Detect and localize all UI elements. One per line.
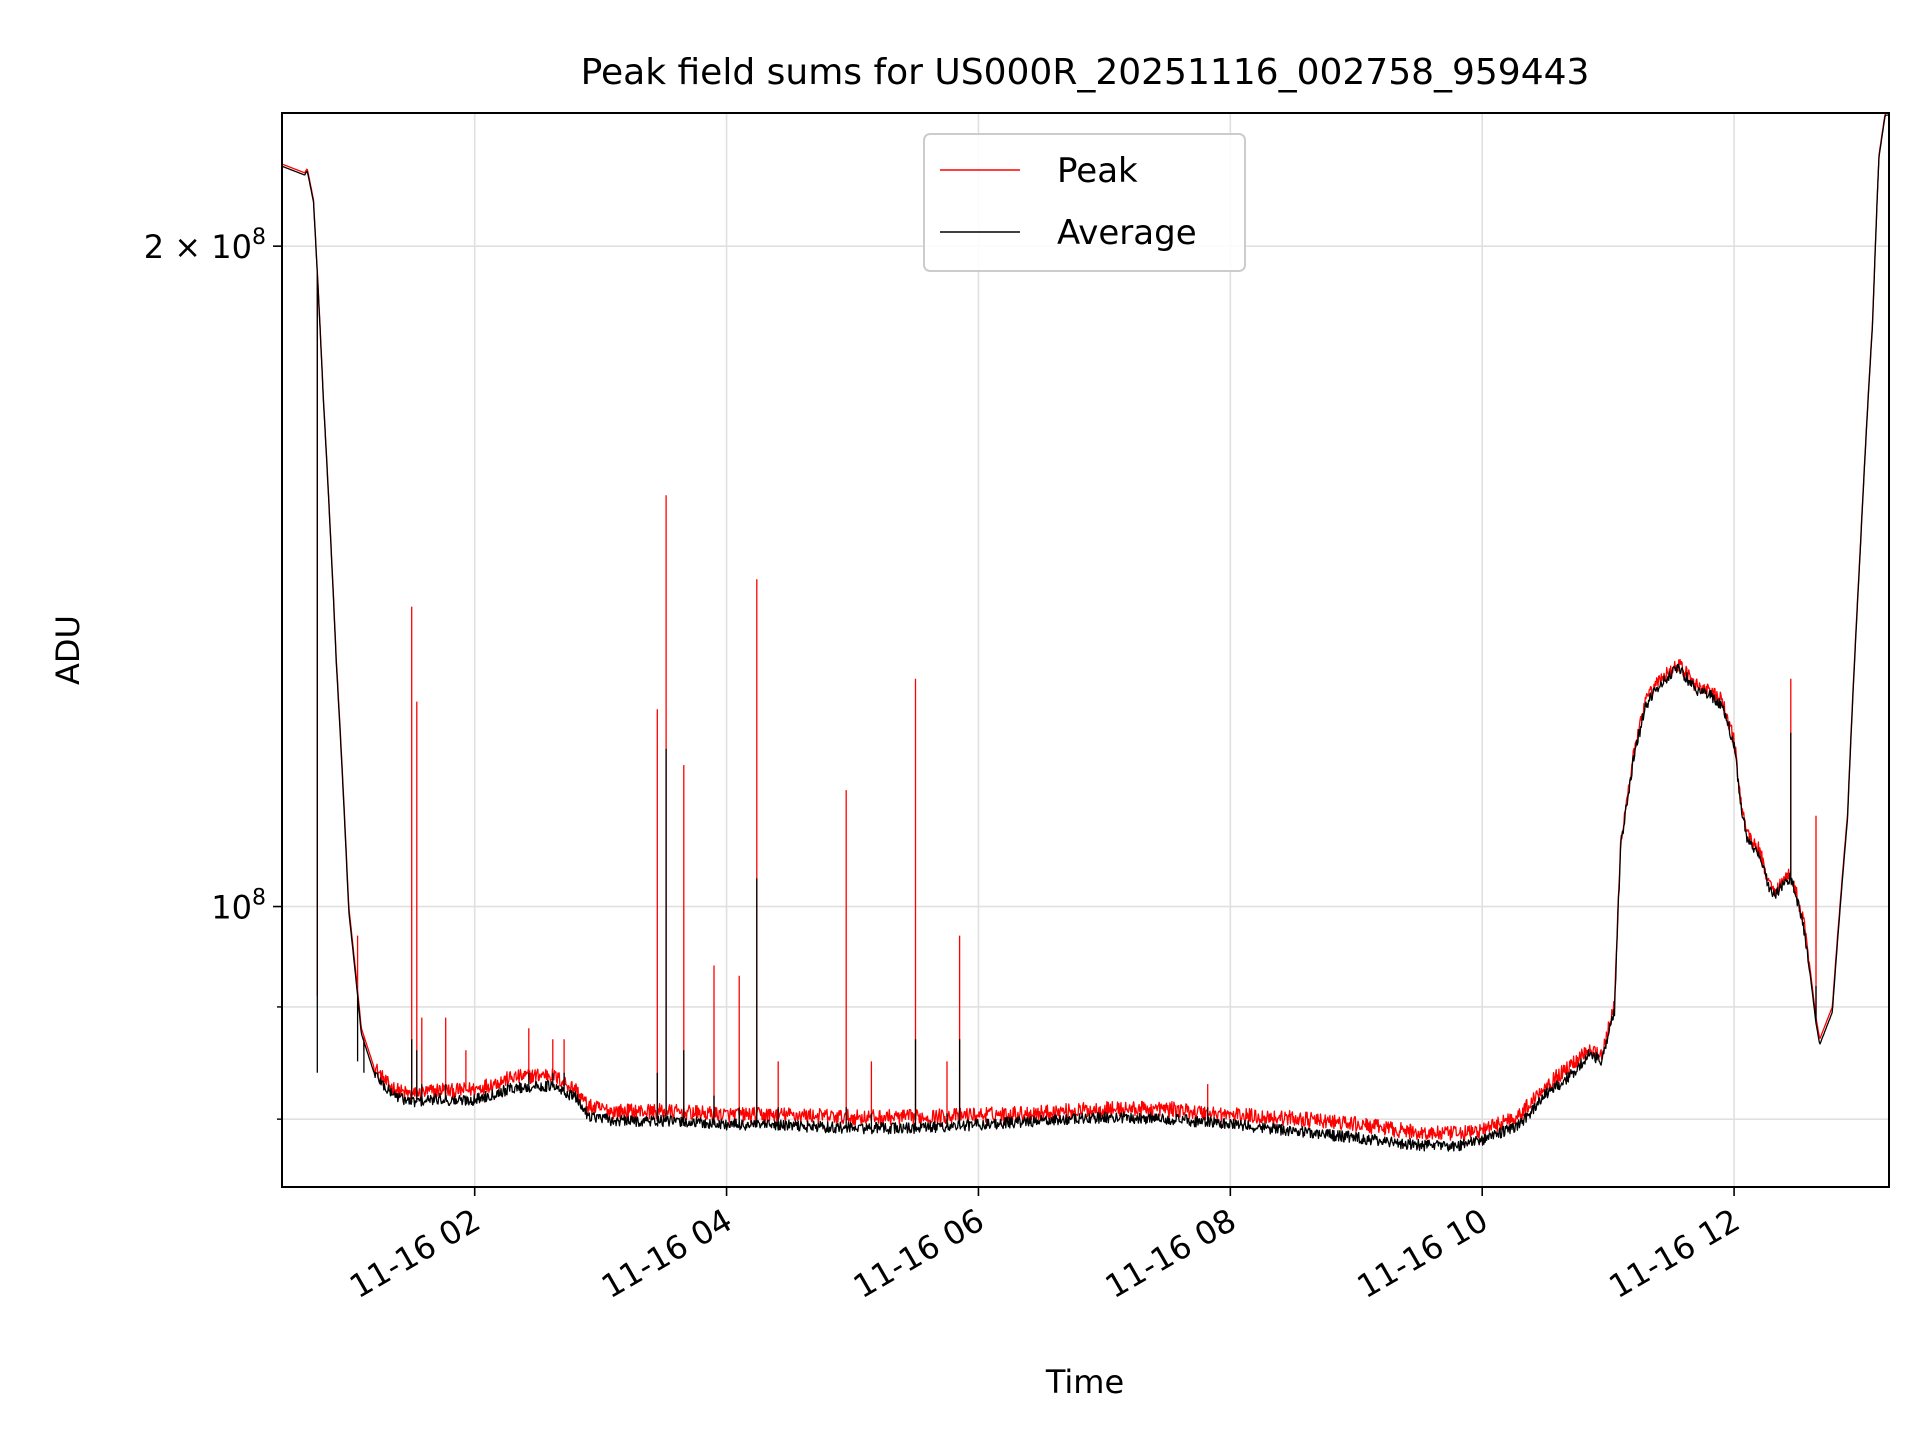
series-line-average: [282, 114, 1889, 1152]
legend: Peak Average: [923, 133, 1246, 272]
legend-average-label: Average: [1057, 213, 1197, 253]
y-tick-label: 108: [211, 886, 266, 927]
x-axis-label: Time: [1045, 1363, 1124, 1401]
y-axis: 108 2 × 108: [144, 225, 282, 1120]
legend-box: [923, 133, 1246, 272]
chart-title: Peak field sums for US000R_20251116_0027…: [581, 52, 1590, 93]
y-axis-label: ADU: [49, 615, 87, 685]
y-tick-label: 2 × 108: [144, 225, 266, 266]
series-layer: [282, 113, 1889, 1152]
plot-frame: [281, 112, 1890, 1188]
legend-peak-label: Peak: [1057, 151, 1138, 191]
